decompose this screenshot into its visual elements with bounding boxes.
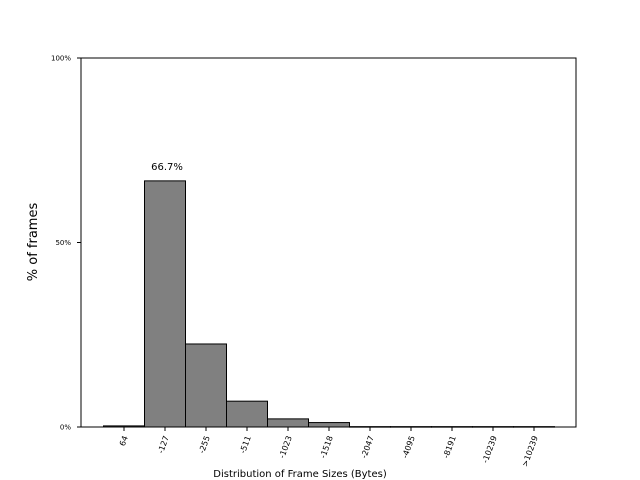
bars-layer bbox=[103, 180, 555, 428]
x-axis-ticks: 64 -127 -255 -511 -1023 -1518 -2047 -4095 -8191 -… bbox=[118, 427, 540, 468]
y-tick-label-1: 50% bbox=[55, 239, 71, 247]
x-tick-label-8: -8191 bbox=[441, 435, 457, 460]
x-axis-label: Distribution of Frame Sizes (Bytes) bbox=[213, 469, 387, 480]
y-axis-ticks: 0% 50% 100% bbox=[51, 55, 81, 432]
x-tick-label-7: -4095 bbox=[400, 435, 416, 460]
x-tick-label-0: 64 bbox=[118, 435, 130, 448]
x-tick-label-4: -1023 bbox=[277, 435, 293, 460]
x-tick-label-6: -2047 bbox=[359, 435, 375, 460]
data-labels-layer: 66.7% bbox=[151, 162, 183, 173]
y-tick-label-0: 0% bbox=[60, 424, 71, 432]
bar-value-label-0: 66.7% bbox=[151, 162, 183, 173]
x-tick-label-9: -10239 bbox=[481, 435, 499, 465]
x-tick-label-5: -1518 bbox=[318, 435, 334, 460]
x-tick-label-2: -255 bbox=[197, 435, 212, 455]
y-axis-label: % of frames bbox=[26, 203, 41, 282]
x-tick-label-10: >10239 bbox=[520, 435, 539, 468]
x-tick-label-1: -127 bbox=[156, 435, 171, 455]
x-tick-label-3: -511 bbox=[238, 435, 253, 455]
bar-3 bbox=[226, 400, 268, 428]
bar-5 bbox=[308, 422, 350, 428]
bar-4 bbox=[267, 418, 309, 428]
bar-2 bbox=[185, 343, 227, 428]
y-tick-label-2: 100% bbox=[51, 55, 71, 63]
bar-1 bbox=[144, 180, 186, 428]
